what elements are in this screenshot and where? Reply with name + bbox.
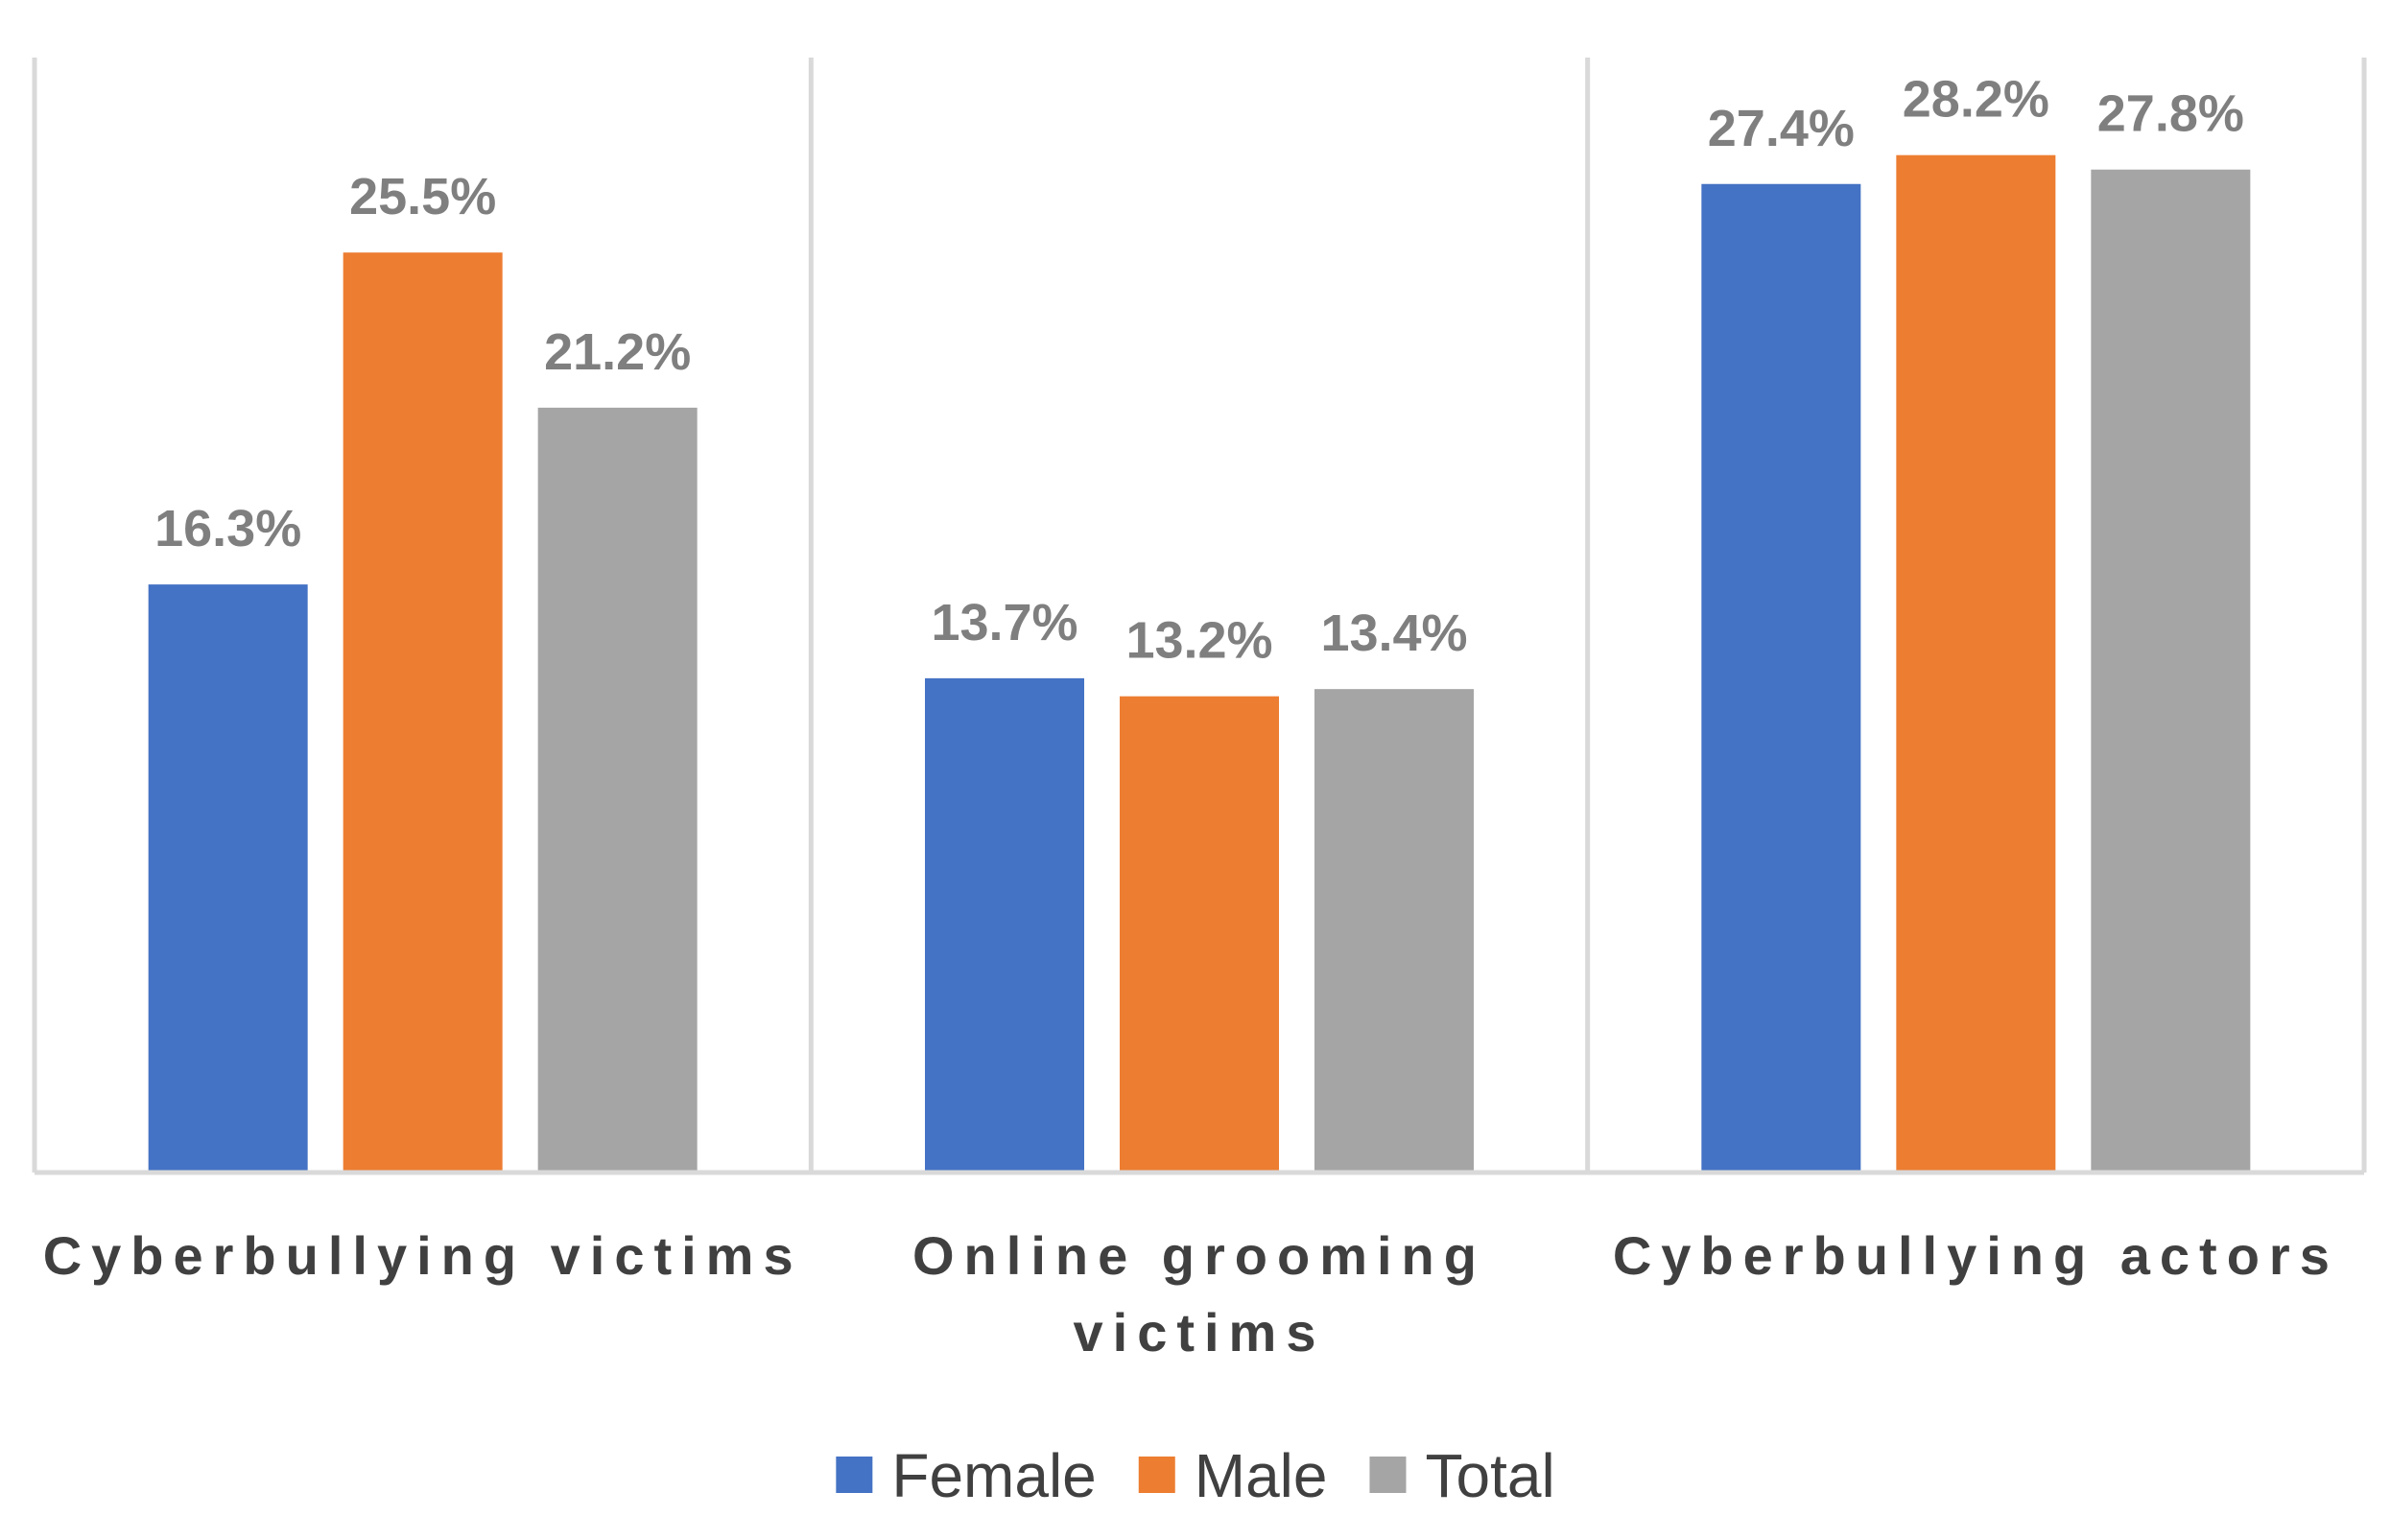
- bar-female-online-grooming-victims: [925, 677, 1084, 1173]
- bar-total-cyberbullying-victims: [537, 407, 698, 1173]
- legend-item-female: Female: [836, 1441, 1097, 1510]
- legend-item-male: Male: [1138, 1441, 1328, 1510]
- category-label-online-grooming-victims: victims: [1074, 1302, 1326, 1362]
- bar-female-cyberbullying-actors: [1701, 183, 1861, 1173]
- bar-total-online-grooming-victims: [1314, 689, 1474, 1173]
- legend-label-female: Female: [891, 1441, 1096, 1510]
- legend-item-total: Total: [1369, 1441, 1555, 1510]
- legend-swatch-male: [1138, 1457, 1175, 1493]
- bar-total-cyberbullying-actors: [2091, 169, 2251, 1173]
- bar-male-cyberbullying-victims: [343, 252, 503, 1173]
- data-label-total-cyberbullying-actors: 27.8%: [2097, 85, 2244, 143]
- data-label-female-cyberbullying-victims: 16.3%: [154, 500, 301, 557]
- data-label-total-cyberbullying-victims: 21.2%: [544, 323, 691, 381]
- bar-male-online-grooming-victims: [1120, 696, 1279, 1173]
- bar-series: [148, 154, 2251, 1173]
- category-label-cyberbullying-victims: Cyberbullying victims: [43, 1225, 803, 1286]
- bar-male-cyberbullying-actors: [1896, 154, 2056, 1173]
- legend-label-male: Male: [1195, 1441, 1328, 1510]
- data-label-male-cyberbullying-actors: 28.2%: [1903, 71, 2049, 129]
- data-label-male-cyberbullying-victims: 25.5%: [349, 168, 496, 225]
- category-label-online-grooming-victims: Online grooming: [912, 1225, 1486, 1286]
- category-label-cyberbullying-actors: Cyberbullying actors: [1613, 1225, 2339, 1286]
- data-label-female-online-grooming-victims: 13.7%: [931, 594, 1077, 652]
- category-labels: Cyberbullying victims Online grooming vict…: [43, 1225, 2339, 1362]
- legend: Female Male Total: [836, 1441, 1555, 1510]
- legend-swatch-female: [836, 1457, 873, 1493]
- data-label-female-cyberbullying-actors: 27.4%: [1708, 100, 1855, 157]
- legend-swatch-total: [1369, 1457, 1407, 1493]
- data-label-male-online-grooming-victims: 13.2%: [1125, 612, 1272, 670]
- category-separators: [32, 58, 2367, 1173]
- data-label-total-online-grooming-victims: 13.4%: [1320, 604, 1467, 662]
- bar-female-cyberbullying-victims: [148, 584, 308, 1173]
- legend-label-total: Total: [1425, 1441, 1554, 1510]
- data-labels: 16.3% 25.5% 21.2% 13.7% 13.2% 13.4% 27.4% 28.2%…: [154, 71, 2244, 670]
